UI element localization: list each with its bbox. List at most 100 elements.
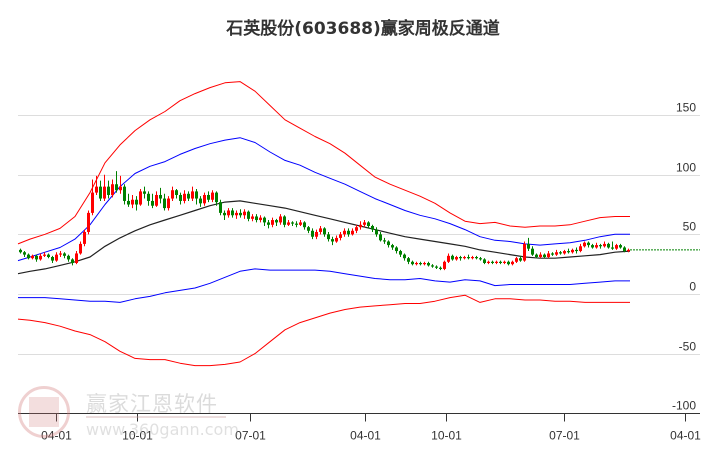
- candle: [23, 252, 26, 255]
- candle: [283, 216, 286, 225]
- candle: [111, 184, 114, 195]
- candle: [99, 186, 102, 199]
- candle: [555, 252, 558, 255]
- candle: [295, 223, 298, 225]
- candle: [579, 246, 582, 252]
- channel-line: [17, 200, 631, 275]
- candle: [615, 245, 618, 249]
- candle: [303, 222, 306, 228]
- candle: [371, 225, 374, 230]
- candle: [343, 230, 346, 235]
- x-axis: 04-01 10-01 07-01 04-01 10-01 07-01 04-01: [18, 413, 701, 443]
- candle: [439, 267, 442, 269]
- y-axis-ticks: 150 100 50 0 -50 -100: [672, 101, 696, 413]
- candle: [547, 253, 550, 258]
- candle: [479, 258, 482, 260]
- candle: [35, 255, 38, 260]
- candle: [203, 194, 206, 204]
- candle: [495, 261, 498, 263]
- candle: [451, 255, 454, 260]
- candle: [511, 261, 514, 265]
- candle: [167, 198, 170, 209]
- candle: [31, 255, 34, 259]
- candle: [219, 202, 222, 213]
- y-tick-label: -100: [672, 399, 696, 413]
- candle: [427, 262, 430, 266]
- candle: [383, 240, 386, 242]
- candle: [231, 210, 234, 216]
- chart-title: 石英股份(603688)赢家周极反通道: [226, 19, 500, 39]
- candle: [487, 261, 490, 263]
- candle: [347, 230, 350, 235]
- candle: [251, 216, 254, 219]
- candle: [159, 194, 162, 199]
- candle: [195, 191, 198, 199]
- candle: [627, 249, 630, 252]
- candle: [583, 242, 586, 247]
- candle: [39, 255, 42, 260]
- candle: [399, 251, 402, 255]
- candle: [191, 191, 194, 199]
- candle: [327, 234, 330, 240]
- candle: [363, 222, 366, 225]
- candle: [423, 262, 426, 265]
- candle: [71, 259, 74, 263]
- candle: [115, 184, 118, 191]
- candle: [235, 212, 238, 216]
- candle: [559, 252, 562, 254]
- candle: [499, 261, 502, 263]
- candle: [83, 231, 86, 244]
- candle: [271, 220, 274, 225]
- candle: [151, 200, 154, 206]
- candle: [551, 253, 554, 255]
- candle: [623, 247, 626, 252]
- candle: [411, 261, 414, 265]
- candle: [187, 193, 190, 199]
- candle: [55, 254, 58, 261]
- candle: [491, 261, 494, 263]
- candle: [279, 216, 282, 223]
- channel-lines: [17, 81, 631, 367]
- candle: [103, 186, 106, 199]
- candle: [419, 262, 422, 265]
- candle: [331, 239, 334, 242]
- candle: [183, 193, 186, 201]
- candle: [543, 254, 546, 258]
- candle: [27, 254, 30, 259]
- candle: [351, 230, 354, 235]
- candle: [127, 200, 130, 205]
- channel-line: [17, 137, 630, 262]
- candle: [243, 211, 246, 216]
- candle: [619, 245, 622, 248]
- candle: [223, 212, 226, 216]
- y-tick-label: 0: [689, 280, 696, 294]
- candle: [459, 257, 462, 259]
- candle: [227, 210, 230, 216]
- candle: [175, 190, 178, 195]
- candle: [123, 186, 126, 201]
- candle: [87, 212, 90, 232]
- candle: [275, 220, 278, 223]
- candle: [467, 257, 470, 259]
- candle: [355, 227, 358, 231]
- candle: [607, 243, 610, 248]
- candle: [519, 258, 522, 261]
- candle: [527, 243, 530, 249]
- candle: [443, 261, 446, 269]
- candle: [575, 249, 578, 252]
- candle: [75, 253, 78, 263]
- candle: [179, 194, 182, 201]
- candle: [535, 254, 538, 258]
- candle: [47, 254, 50, 258]
- candle: [163, 198, 166, 209]
- candle: [139, 191, 142, 205]
- x-tick-label: 07-01: [549, 429, 580, 443]
- candle: [431, 265, 434, 267]
- y-tick-label: 100: [676, 161, 696, 175]
- y-tick-label: 150: [676, 101, 696, 115]
- candle: [255, 216, 258, 221]
- candle: [67, 255, 70, 260]
- grid-lines: [18, 115, 700, 355]
- candle: [147, 193, 150, 201]
